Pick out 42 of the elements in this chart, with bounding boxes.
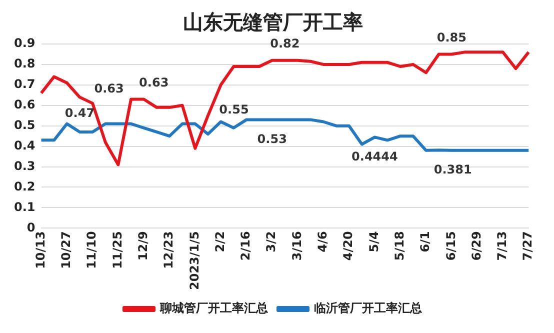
x-tick-label: 6/15 — [444, 231, 458, 261]
x-tick-label: 2/16 — [238, 231, 253, 261]
x-tick-label: 5/18 — [392, 231, 406, 261]
data-label: 0.63 — [94, 81, 124, 96]
y-tick-label: 0.4 — [14, 138, 36, 152]
y-tick-label: 0.6 — [14, 98, 36, 112]
x-tick-label: 3/2 — [264, 231, 278, 252]
legend-label: 临沂管厂开工率汇总 — [314, 301, 423, 316]
x-tick-label: 6/1 — [418, 231, 432, 252]
y-tick-label: 0.1 — [14, 200, 36, 214]
x-tick-label: 10/27 — [59, 231, 74, 269]
legend-label: 聊城管厂开工率汇总 — [159, 301, 269, 316]
y-tick-label: 0.3 — [14, 158, 36, 173]
data-label: 0.4444 — [352, 149, 398, 164]
x-tick-label: 12/9 — [136, 231, 150, 261]
x-tick-label: 4/20 — [341, 231, 356, 261]
data-label: 0.53 — [257, 132, 287, 146]
y-tick-label: 0 — [26, 220, 36, 234]
y-tick-label: 0.7 — [14, 77, 36, 92]
x-tick-label: 3/16 — [290, 231, 304, 261]
x-tick-label: 11/25 — [110, 231, 124, 269]
x-tick-label: 4/6 — [316, 231, 330, 252]
data-label: 0.381 — [434, 162, 472, 176]
x-tick-label: 5/4 — [366, 231, 381, 252]
data-label: 0.85 — [436, 30, 466, 44]
x-tick-label: 10/13 — [33, 231, 48, 269]
data-label: 0.55 — [219, 102, 249, 117]
data-label: 0.82 — [270, 36, 300, 50]
y-tick-label: 0.9 — [14, 36, 36, 50]
x-tick-label: 6/29 — [469, 231, 484, 261]
y-tick-label: 0.8 — [14, 56, 36, 71]
data-label: 0.47 — [64, 106, 95, 120]
x-tick-label: 7/13 — [495, 231, 510, 261]
chart-title: 山东无缝管厂开工率 — [183, 10, 363, 34]
data-label: 0.63 — [139, 75, 169, 90]
x-tick-label: 11/10 — [84, 231, 99, 269]
y-tick-label: 0.5 — [14, 118, 36, 132]
x-tick-label: 7/27 — [520, 231, 535, 261]
x-tick-label: 12/23 — [162, 231, 176, 269]
y-tick-label: 0.2 — [14, 179, 36, 194]
x-tick-label: 2023/1/5 — [187, 231, 202, 290]
x-tick-label: 2/2 — [212, 231, 227, 252]
